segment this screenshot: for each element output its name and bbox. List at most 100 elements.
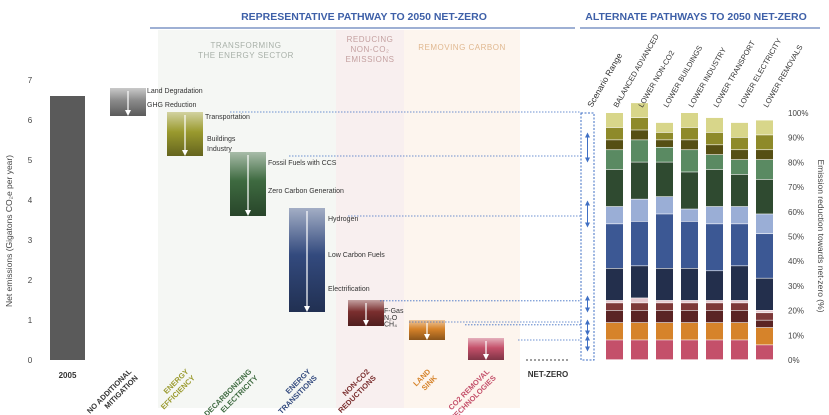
alt-segment (656, 122, 673, 133)
alt-segment (756, 310, 773, 313)
alt-segment (681, 221, 698, 269)
right-tick-label: 0% (788, 356, 800, 365)
left-tick-label: 7 (28, 76, 33, 85)
alt-segment (606, 150, 623, 170)
alt-segment (756, 179, 773, 214)
left-title: REPRESENTATIVE PATHWAY TO 2050 NET-ZERO (241, 11, 487, 23)
alt-segment (681, 300, 698, 303)
alt-segment (606, 300, 623, 303)
alt-segment (756, 320, 773, 328)
alt-segment (681, 268, 698, 301)
segment-label: Fossil Fuels with CCS (268, 160, 337, 167)
alt-segment (606, 224, 623, 269)
bar-label: 2005 (59, 371, 77, 380)
segment-label: Land Degradation (147, 88, 203, 95)
alt-segment (606, 268, 623, 301)
alt-segment (756, 120, 773, 135)
alt-segment (606, 113, 623, 128)
alt-segment (656, 340, 673, 360)
alt-segment (631, 266, 648, 298)
waterfall-bars (50, 88, 504, 360)
alt-segment (681, 127, 698, 140)
alt-segment (756, 345, 773, 360)
alt-segment (606, 303, 623, 310)
alt-segment (656, 196, 673, 214)
right-axis-ticks: 0% 10% 20% 30% 40% 50% 60% 70% 80% 90% 100% (788, 109, 808, 365)
left-axis-ticks: 0 1 2 3 4 5 6 7 (28, 76, 33, 365)
segment-label: Zero Carbon Generation (268, 188, 344, 195)
right-tick-label: 70% (788, 183, 804, 192)
left-tick-label: 4 (28, 196, 33, 205)
alt-segment (681, 303, 698, 310)
alt-segment (656, 132, 673, 140)
left-tick-label: 6 (28, 116, 33, 125)
alt-segment (731, 122, 748, 138)
alt-segment (706, 300, 723, 303)
net-zero-label: NET-ZERO (528, 370, 568, 379)
segment-label: Hydrogen (328, 216, 358, 223)
segment-label: Transportation (205, 114, 250, 121)
alt-segment (706, 117, 723, 133)
alt-segment (731, 206, 748, 224)
alt-segment (681, 310, 698, 323)
segment-label: Buildings (207, 136, 236, 143)
right-tick-label: 10% (788, 331, 804, 340)
alt-segment (681, 322, 698, 340)
right-tick-label: 30% (788, 282, 804, 291)
alt-segment (656, 140, 673, 147)
alt-segment (756, 327, 773, 345)
segment-label: GHG Reduction (147, 102, 197, 109)
right-tick-label: 100% (788, 109, 808, 118)
alt-segment (706, 340, 723, 360)
alt-segment (656, 322, 673, 340)
nonco2-section-label-3: EMISSIONS (346, 55, 395, 64)
nonco2-section-label-2: NON-CO₂ (350, 45, 389, 54)
alt-segment (706, 169, 723, 207)
alt-segment (656, 268, 673, 301)
connector-lines (230, 111, 581, 341)
alt-segment (631, 298, 648, 303)
nonco2-section-bg (336, 30, 404, 408)
right-title: ALTERNATE PATHWAYS TO 2050 NET-ZERO (585, 11, 807, 23)
right-tick-label: 60% (788, 208, 804, 217)
alt-segment (681, 209, 698, 222)
alt-segment (756, 150, 773, 160)
scenario-range-box (580, 112, 595, 361)
alt-segment (731, 224, 748, 266)
alt-segment (631, 130, 648, 140)
alt-segment (706, 224, 723, 271)
alternate-pathway-bars (606, 103, 773, 360)
segment-label: F-Gas (384, 308, 404, 315)
alt-segment (731, 310, 748, 323)
nonco2-section-label-1: REDUCING (347, 35, 394, 44)
alt-segment (606, 127, 623, 140)
alt-segment (631, 303, 648, 310)
left-tick-label: 2 (28, 276, 33, 285)
alt-segment (606, 340, 623, 360)
alt-segment (706, 206, 723, 224)
right-tick-label: 40% (788, 257, 804, 266)
alt-segment (656, 147, 673, 162)
alt-segment (706, 154, 723, 170)
alt-segment (706, 271, 723, 301)
alt-segment (656, 214, 673, 269)
alt-segment (756, 234, 773, 278)
alt-segment (706, 145, 723, 155)
left-tick-label: 5 (28, 156, 33, 165)
alt-segment (706, 322, 723, 340)
alt-segment (631, 162, 648, 199)
left-tick-label: 0 (28, 356, 33, 365)
alt-segment (731, 159, 748, 175)
alt-segment (731, 340, 748, 360)
alt-segment (756, 135, 773, 150)
alt-segment (681, 113, 698, 128)
alt-segment (606, 140, 623, 150)
alt-segment (756, 313, 773, 320)
alt-segment (631, 199, 648, 222)
alt-segment (681, 340, 698, 360)
alt-segment (731, 266, 748, 301)
alt-category-label: BALANCED ADVANCED (611, 32, 661, 109)
energy-section-label-2: THE ENERGY SECTOR (198, 51, 294, 60)
